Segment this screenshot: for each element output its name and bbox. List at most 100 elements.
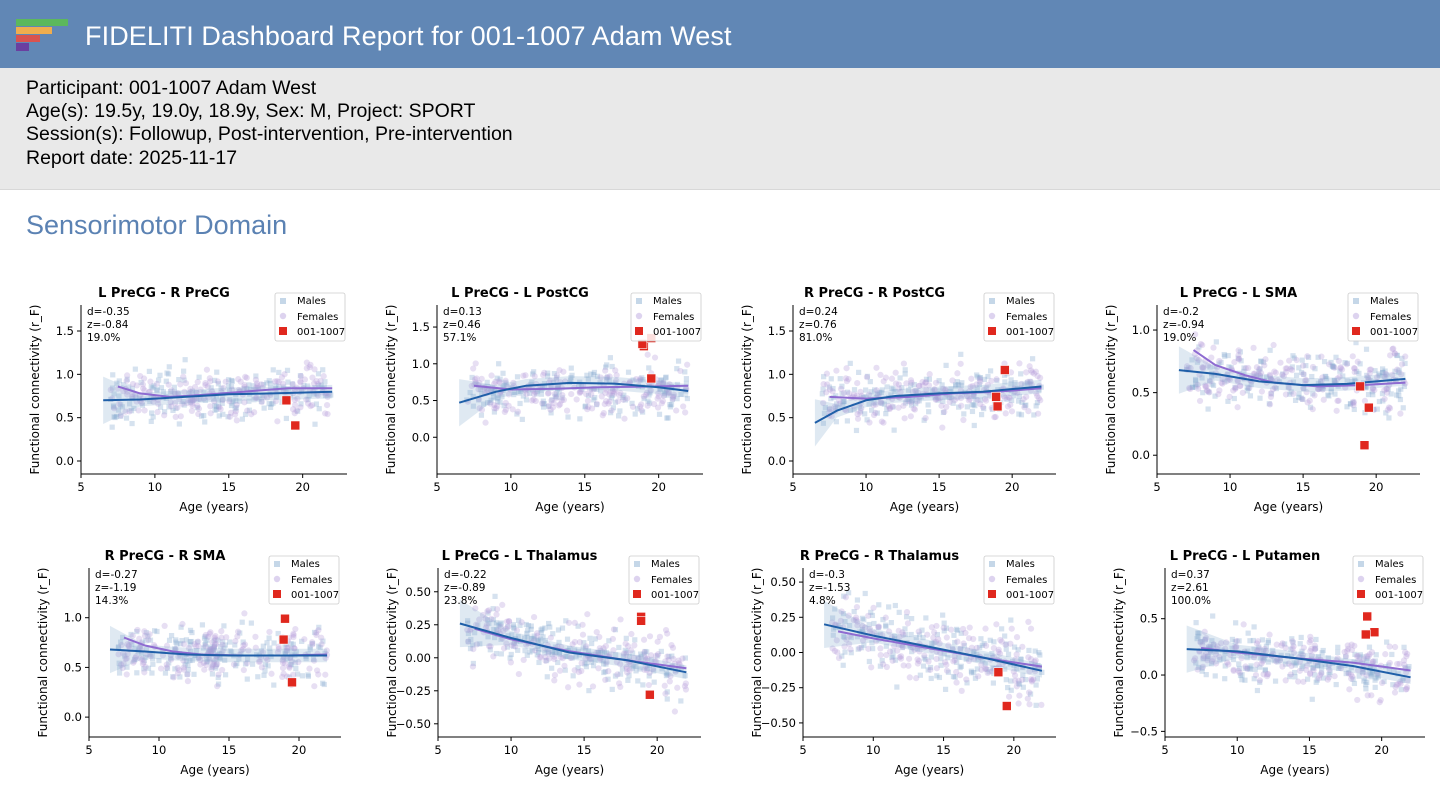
male-point — [635, 654, 641, 661]
male-point — [576, 652, 583, 658]
male-point — [981, 376, 988, 383]
participant-point — [636, 616, 646, 626]
male-point — [612, 627, 619, 633]
male-point — [1384, 372, 1390, 378]
male-point — [523, 397, 530, 403]
female-point — [977, 401, 984, 408]
male-point — [111, 404, 117, 410]
male-point — [264, 380, 270, 386]
female-point — [1255, 371, 1262, 378]
male-point — [317, 644, 323, 651]
male-point — [217, 650, 223, 656]
female-point — [1000, 393, 1007, 400]
female-point — [1261, 362, 1268, 369]
male-point — [981, 406, 987, 412]
female-point — [1203, 634, 1210, 642]
male-point — [194, 396, 200, 402]
male-point — [477, 386, 483, 393]
male-point — [664, 689, 670, 695]
female-point — [275, 643, 282, 650]
male-point — [543, 658, 550, 664]
plot-title: L PreCG - L PostCG — [451, 286, 589, 301]
female-point — [202, 380, 209, 387]
male-point — [215, 637, 221, 643]
female-point — [579, 631, 587, 638]
male-point — [1388, 391, 1394, 397]
female-point — [834, 649, 841, 656]
female-point — [850, 391, 858, 398]
male-point — [909, 649, 915, 655]
female-point — [823, 389, 830, 396]
female-point — [1325, 674, 1332, 681]
male-point — [638, 653, 645, 659]
male-point — [1369, 668, 1375, 674]
male-point — [1036, 650, 1042, 656]
female-point — [1035, 410, 1042, 417]
male-point — [953, 383, 959, 389]
male-point — [879, 387, 885, 393]
female-point — [512, 643, 519, 650]
male-point — [1373, 675, 1379, 681]
male-point — [484, 400, 491, 406]
male-point — [1244, 665, 1251, 671]
male-point — [316, 643, 322, 649]
y-tick-label: 0.0 — [1140, 668, 1158, 682]
male-point — [1194, 636, 1200, 642]
male-point — [591, 385, 597, 392]
plot-title: L PreCG - L SMA — [1180, 286, 1297, 301]
male-point — [1018, 656, 1024, 663]
male-point — [271, 640, 277, 646]
female-point — [505, 618, 513, 625]
female-point — [1250, 370, 1257, 377]
male-point — [129, 641, 135, 648]
female-point — [274, 418, 281, 425]
female-point — [915, 382, 923, 389]
female-point — [990, 645, 997, 652]
female-point — [903, 397, 911, 404]
male-point — [874, 391, 880, 397]
stat-d: d=-0.22 — [444, 569, 487, 581]
male-point — [1208, 649, 1214, 655]
y-tick-label: 0.0 — [56, 454, 74, 468]
female-point — [180, 664, 187, 671]
female-point — [243, 374, 250, 381]
females-points — [464, 601, 690, 715]
female-point — [1350, 402, 1357, 409]
female-point — [1267, 390, 1274, 397]
female-point — [314, 380, 322, 388]
female-point — [195, 395, 202, 403]
male-point — [266, 635, 272, 641]
female-point — [659, 397, 666, 405]
female-point — [1195, 385, 1202, 392]
male-point — [148, 384, 154, 390]
y-tick-label: 1.0 — [64, 611, 82, 625]
male-point — [581, 640, 587, 646]
female-point — [129, 632, 136, 639]
male-point — [115, 407, 122, 413]
y-tick-label: −0.50 — [396, 717, 431, 731]
male-point — [549, 665, 555, 671]
female-point — [1015, 677, 1022, 684]
male-point — [1193, 660, 1199, 666]
male-point — [1374, 406, 1380, 412]
male-point — [246, 398, 252, 404]
male-point — [295, 408, 301, 414]
x-tick-label: 20 — [292, 743, 307, 757]
male-point — [1251, 676, 1257, 682]
female-point — [837, 385, 845, 392]
female-point — [897, 388, 904, 396]
female-point — [1011, 672, 1019, 679]
male-point — [1289, 364, 1295, 370]
sessions-line: Session(s): Followup, Post-intervention,… — [26, 123, 513, 145]
male-point — [213, 661, 220, 668]
male-point — [299, 673, 306, 679]
y-axis-label: Functional connectivity (r_F) — [36, 568, 50, 738]
male-point — [879, 400, 885, 407]
male-point — [240, 639, 246, 645]
male-point — [487, 399, 493, 406]
female-point — [1391, 350, 1399, 357]
male-point — [267, 649, 273, 656]
male-point — [868, 389, 874, 395]
male-point — [203, 640, 209, 646]
